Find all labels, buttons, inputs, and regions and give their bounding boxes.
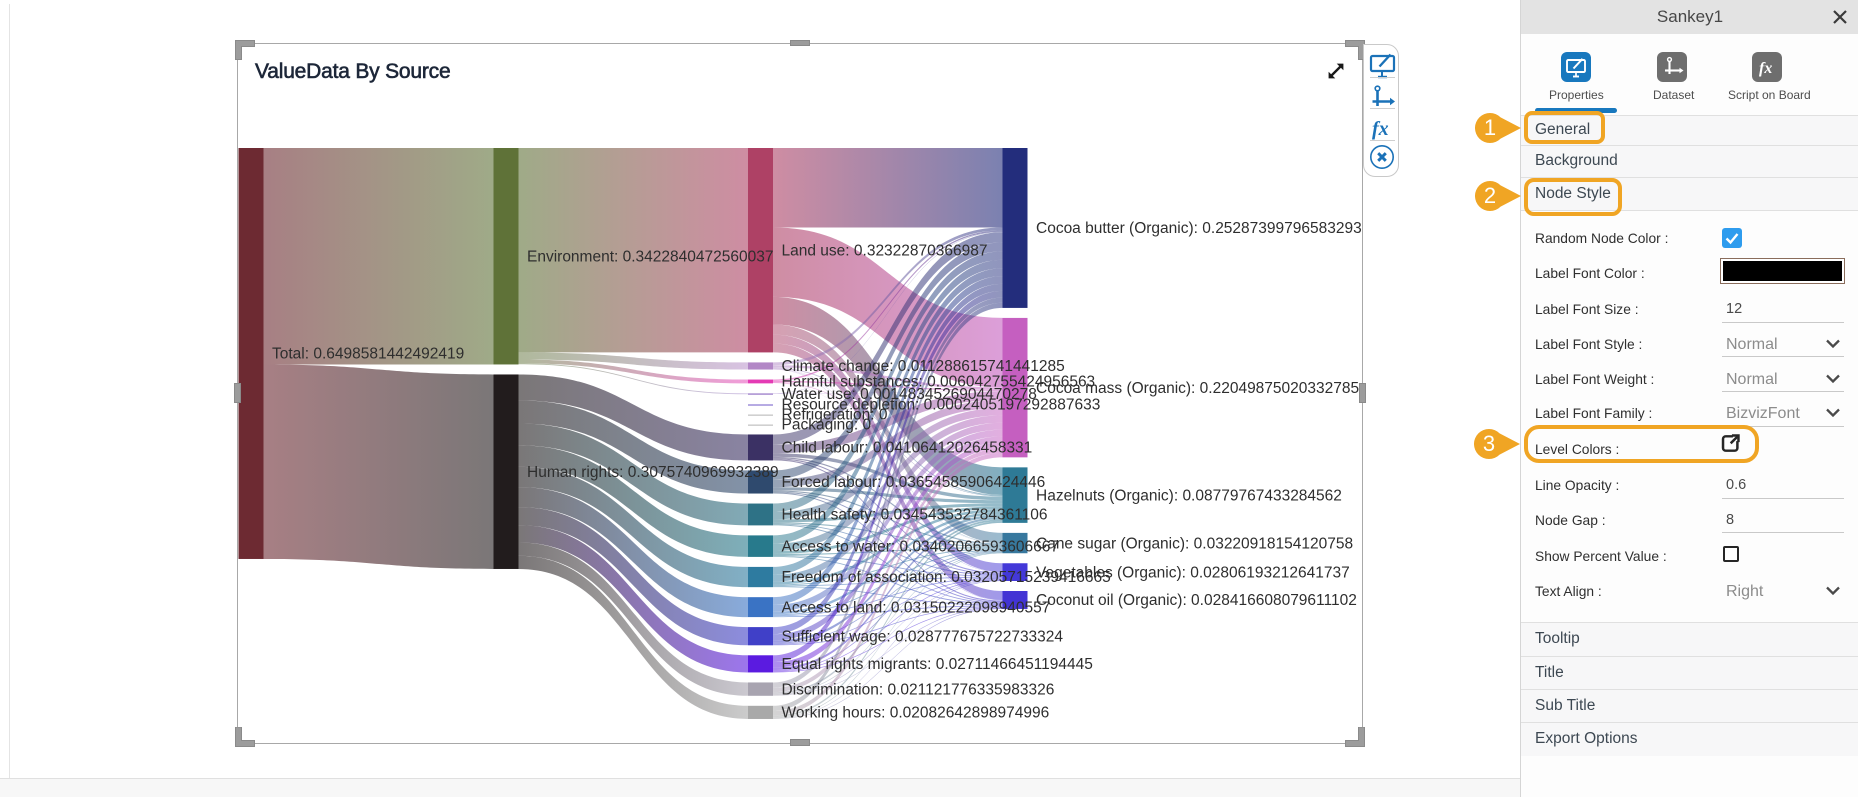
svg-text:Vegetables (Organic): 0.028061: Vegetables (Organic): 0.0280619321264173… [1036, 564, 1350, 581]
svg-text:Climate change: 0.011288615741: Climate change: 0.011288615741441285 [782, 358, 1065, 375]
svg-text:Human rights: 0.30757409699323: Human rights: 0.3075740969932389 [527, 464, 779, 481]
svg-text:fx: fx [1759, 60, 1772, 77]
svg-text:Cocoa butter (Organic): 0.2528: Cocoa butter (Organic): 0.25287399796583… [1036, 220, 1362, 237]
svg-text:Sufficient wage: 0.02877767572: Sufficient wage: 0.028777675722733324 [782, 628, 1064, 645]
svg-text:Discrimination: 0.021121776335: Discrimination: 0.021121776335983326 [782, 681, 1055, 698]
svg-text:fx: fx [1372, 118, 1389, 140]
svg-text:Cane sugar (Organic): 0.032209: Cane sugar (Organic): 0.0322091815412075… [1036, 535, 1353, 552]
svg-text:Access to land: 0.031502220989: Access to land: 0.03150222098940557 [782, 599, 1051, 616]
svg-text:Environment: 0.342284047256003: Environment: 0.3422840472560037 [527, 248, 773, 265]
svg-text:Health safety: 0.0345435327843: Health safety: 0.034543532784361106 [782, 507, 1048, 524]
svg-text:Packaging: 0: Packaging: 0 [782, 417, 872, 434]
svg-text:Freedom of association: 0.0320: Freedom of association: 0.03205715239416… [782, 569, 1111, 586]
svg-text:Harmful substances: 0.00604275: Harmful substances: 0.006042755424956563 [782, 374, 1096, 391]
svg-text:Refrigeration: 0: Refrigeration: 0 [782, 407, 888, 424]
svg-text:3: 3 [1483, 431, 1495, 456]
svg-text:Cocoa mass (Organic): 0.220498: Cocoa mass (Organic): 0.2204987502033278… [1036, 380, 1359, 397]
svg-text:Working hours: 0.0208264289897: Working hours: 0.02082642898974996 [782, 705, 1050, 722]
svg-text:1: 1 [1484, 115, 1496, 140]
svg-text:Resource depletion: 0.00024051: Resource depletion: 0.000240519729288763… [782, 397, 1101, 414]
svg-text:Total: 0.6498581442492419: Total: 0.6498581442492419 [272, 346, 464, 363]
svg-text:2: 2 [1484, 183, 1496, 208]
svg-text:Hazelnuts (Organic): 0.0877976: Hazelnuts (Organic): 0.08779767433284562 [1036, 487, 1342, 504]
svg-text:Forced labour: 0.0365458590642: Forced labour: 0.03654585906424446 [782, 474, 1046, 491]
svg-text:Access to water: 0.03402066593: Access to water: 0.03402066593606667 [782, 538, 1060, 555]
svg-text:Water use: 0.00148345269044702: Water use: 0.0014834526904470278 [782, 386, 1037, 403]
svg-text:Equal rights migrants: 0.02711: Equal rights migrants: 0.027114664511944… [782, 656, 1093, 673]
svg-text:Coconut oil (Organic): 0.02841: Coconut oil (Organic): 0.028416608079611… [1036, 592, 1357, 609]
svg-text:Land use: 0.32322870366987: Land use: 0.32322870366987 [782, 242, 988, 259]
svg-text:Child labour: 0.04106412026458: Child labour: 0.04106412026458331 [782, 440, 1033, 457]
